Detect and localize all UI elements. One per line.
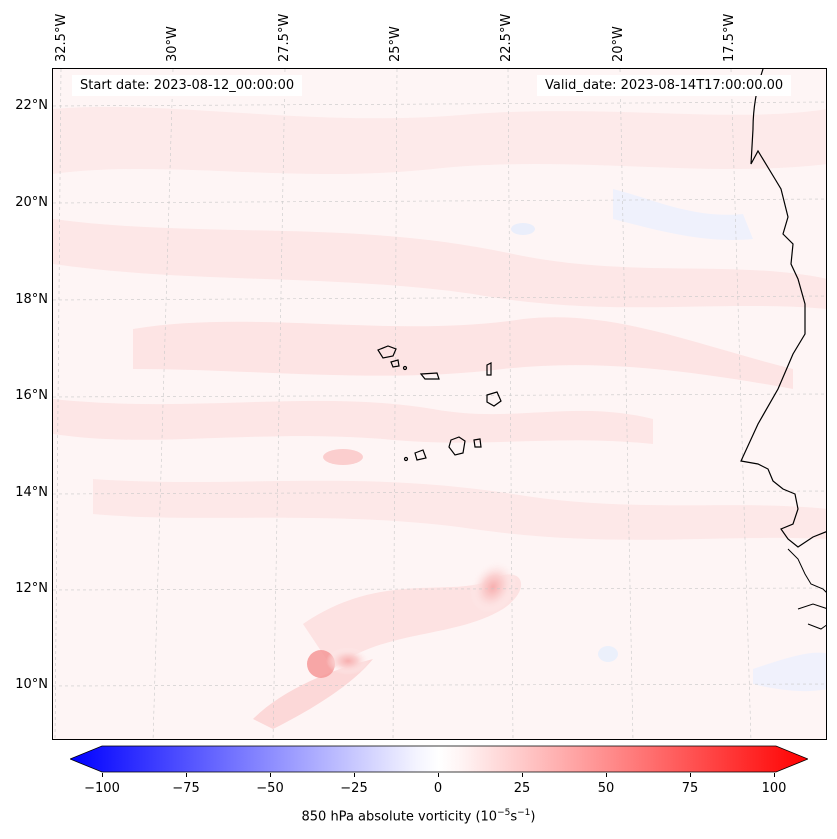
colorbar-tick: 100 bbox=[761, 781, 787, 796]
colorbar-tick: −75 bbox=[172, 781, 200, 796]
colorbar-tick: 75 bbox=[681, 781, 699, 796]
colorbar-gradient bbox=[70, 745, 808, 773]
lat-label: 18°N bbox=[15, 292, 48, 307]
coast-detail bbox=[787, 548, 826, 593]
lat-label: 14°N bbox=[15, 485, 48, 500]
lon-label: 27.5°W bbox=[277, 13, 292, 62]
lon-label: 20°W bbox=[611, 26, 626, 62]
lat-label: 20°N bbox=[15, 195, 48, 210]
lat-label: 22°N bbox=[15, 98, 48, 113]
cape-verde-islands bbox=[377, 345, 502, 462]
colorbar-tick: −100 bbox=[84, 781, 120, 796]
colorbar-tick: 50 bbox=[597, 781, 615, 796]
colorbar bbox=[70, 745, 808, 773]
colorbar-tick: 25 bbox=[513, 781, 531, 796]
lon-label: 32.5°W bbox=[54, 13, 69, 62]
coast-islands bbox=[797, 603, 826, 630]
lat-label: 10°N bbox=[15, 677, 48, 692]
valid-date-label: Valid_date: 2023-08-14T17:00:00.00 bbox=[537, 75, 792, 96]
lat-label: 12°N bbox=[15, 581, 48, 596]
africa-coastline bbox=[740, 69, 826, 548]
start-date-label: Start date: 2023-08-12_00:00:00 bbox=[72, 75, 303, 96]
lon-label: 30°W bbox=[165, 26, 180, 62]
lon-label: 17.5°W bbox=[722, 13, 737, 62]
vorticity-field bbox=[53, 106, 826, 729]
map-canvas bbox=[53, 69, 826, 739]
graticule bbox=[53, 69, 826, 739]
lon-label: 22.5°W bbox=[499, 13, 514, 62]
colorbar-tick: −25 bbox=[340, 781, 368, 796]
lon-label: 25°W bbox=[388, 26, 403, 62]
colorbar-tick: −50 bbox=[256, 781, 284, 796]
colorbar-tick: 0 bbox=[433, 781, 443, 796]
colorbar-label: 850 hPa absolute vorticity (10−5s−1) bbox=[301, 808, 536, 825]
lat-label: 16°N bbox=[15, 388, 48, 403]
vorticity-map bbox=[52, 68, 827, 740]
